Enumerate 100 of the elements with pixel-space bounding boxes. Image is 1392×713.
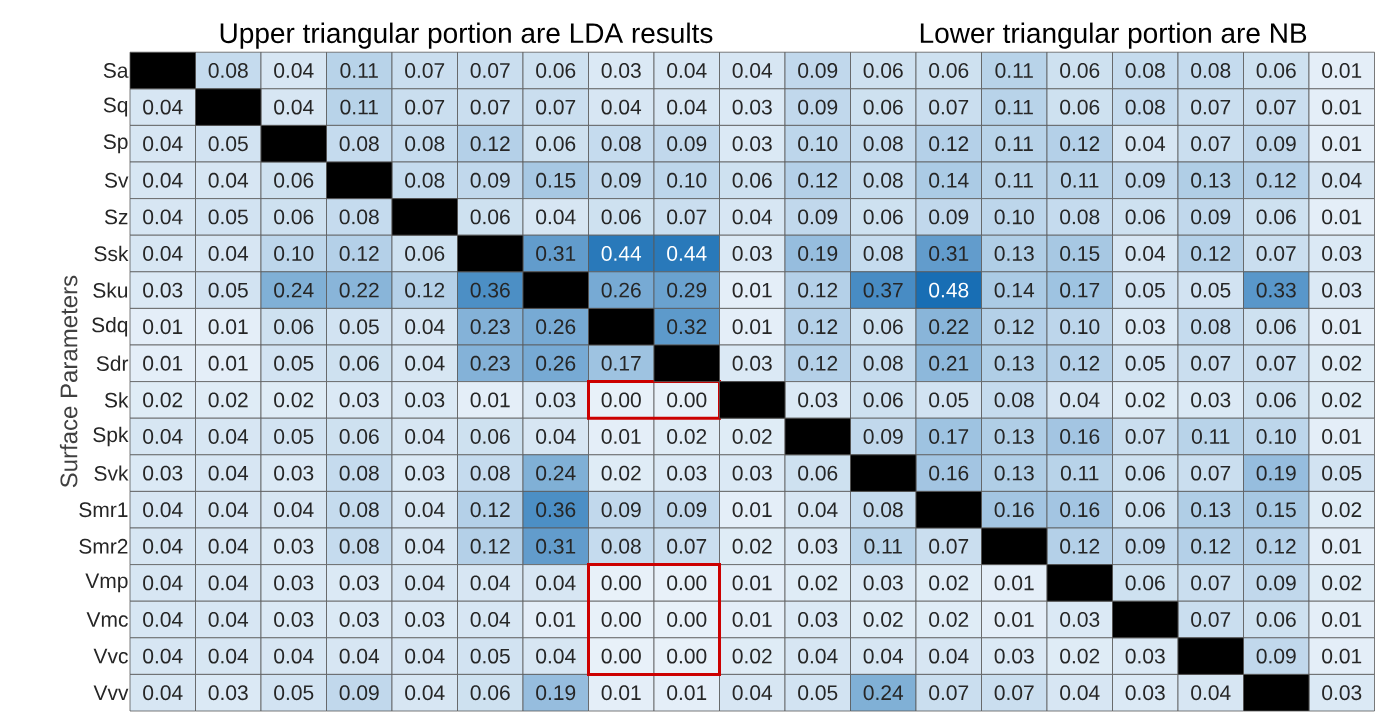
data-label: 0.11	[1060, 465, 1099, 481]
data-label: 0.00	[667, 575, 707, 591]
data-label: 0.04	[536, 648, 576, 664]
data-label: 0.03	[339, 575, 379, 591]
data-label: 0.09	[1191, 209, 1231, 225]
data-label: 0.07	[1125, 429, 1165, 444]
data-label: 0.26	[536, 319, 576, 335]
data-label: 0.01	[994, 612, 1034, 627]
data-label: 0.04	[143, 136, 183, 152]
data-label: 0.02	[863, 612, 903, 627]
data-label: 0.15	[1060, 246, 1100, 261]
data-label: 0.04	[274, 502, 314, 518]
data-label: 0.01	[1322, 429, 1362, 444]
data-label: 0.07	[1191, 136, 1231, 152]
data-label: 0.06	[863, 63, 903, 78]
data-label: 0.13	[1191, 502, 1231, 518]
data-label: 0.31	[536, 246, 576, 261]
data-label: 0.06	[470, 429, 510, 444]
data-label: 0.09	[1256, 136, 1296, 152]
data-label: 0.02	[1060, 648, 1100, 664]
data-label: 0.04	[1060, 685, 1100, 701]
data-label: 0.03	[143, 282, 183, 298]
data-label: 0.11	[340, 63, 378, 78]
data-label: 0.10	[1060, 319, 1100, 335]
data-label: 0.22	[929, 319, 969, 335]
data-label: 0.03	[667, 465, 707, 481]
data-label: 0.04	[143, 685, 183, 701]
data-label: 0.12	[1191, 246, 1231, 261]
data-label: 0.08	[339, 465, 379, 481]
data-label: 0.01	[732, 282, 772, 298]
data-label: 0.06	[339, 429, 379, 444]
data-label: 0.10	[667, 172, 707, 188]
data-label: 0.17	[601, 355, 641, 371]
data-label: 0.07	[1256, 355, 1296, 371]
data-label: 0.08	[601, 136, 641, 152]
data-label: 0.11	[995, 63, 1033, 78]
data-label: 0.12	[1191, 538, 1231, 554]
data-label: 0.00	[601, 648, 641, 664]
data-label: 0.04	[405, 648, 445, 664]
y-tick-label: Smr2	[79, 538, 128, 554]
data-label: 0.09	[1125, 538, 1165, 554]
data-label: 0.16	[929, 465, 969, 481]
y-tick-label: Ssk	[94, 245, 129, 262]
data-label: 0.03	[274, 538, 314, 554]
data-label: 0.06	[1256, 63, 1296, 78]
data-label: 0.03	[405, 465, 445, 481]
y-tick-label: Sdr	[96, 355, 129, 372]
data-label: 0.05	[1191, 282, 1231, 298]
data-label: 0.07	[994, 685, 1034, 701]
data-label: 0.21	[929, 355, 969, 371]
data-label: 0.36	[470, 282, 510, 298]
data-label: 0.09	[667, 502, 707, 518]
data-label: 0.04	[143, 429, 183, 444]
y-tick-label: Sz	[104, 209, 128, 225]
data-label: 0.05	[929, 392, 969, 408]
data-label: 0.06	[863, 99, 903, 115]
data-label: 0.07	[536, 99, 576, 115]
data-label: 0.26	[601, 282, 641, 298]
data-label: 0.04	[339, 648, 380, 664]
data-label: 0.03	[994, 648, 1034, 664]
data-label: 0.11	[1191, 429, 1230, 444]
data-label: 0.12	[798, 282, 838, 298]
data-label: 0.09	[601, 502, 641, 518]
y-tick-label: Sku	[93, 282, 128, 298]
data-label: 0.04	[143, 172, 183, 188]
data-label: 0.03	[1060, 612, 1100, 627]
y-tick-label: Svk	[94, 465, 129, 481]
data-label: 0.13	[994, 355, 1034, 371]
data-label: 0.04	[405, 538, 445, 554]
data-label: 0.19	[798, 246, 838, 261]
data-label: 0.00	[601, 612, 641, 627]
data-label: 0.07	[470, 63, 510, 78]
data-label: 0.06	[929, 63, 969, 78]
data-label: 0.12	[405, 282, 445, 298]
data-label: 0.04	[274, 648, 314, 664]
data-label: 0.03	[798, 612, 838, 627]
data-label: 0.09	[1256, 648, 1296, 664]
data-label: 0.09	[798, 99, 838, 115]
data-label: 0.17	[929, 429, 969, 444]
data-label: 0.14	[929, 172, 969, 188]
data-label: 0.01	[732, 612, 772, 627]
data-label: 0.06	[863, 209, 903, 225]
data-label: 0.24	[274, 282, 314, 298]
data-label: 0.04	[405, 502, 445, 518]
data-label: 0.11	[1060, 172, 1099, 188]
data-label: 0.03	[274, 465, 314, 481]
data-label: 0.04	[208, 246, 249, 261]
data-label: 0.26	[536, 355, 576, 371]
data-label: 0.01	[1322, 319, 1362, 335]
data-label: 0.08	[863, 246, 903, 261]
data-label: 0.04	[208, 612, 249, 627]
data-label: 0.09	[1256, 575, 1296, 591]
data-label: 0.06	[863, 319, 903, 335]
data-label: 0.04	[732, 63, 773, 78]
data-label: 0.07	[1191, 575, 1231, 591]
data-label: 0.08	[994, 392, 1034, 408]
data-label: 0.08	[1125, 99, 1165, 115]
data-label: 0.08	[405, 172, 445, 188]
data-label: 0.08	[470, 465, 510, 481]
data-label: 0.02	[929, 612, 969, 627]
